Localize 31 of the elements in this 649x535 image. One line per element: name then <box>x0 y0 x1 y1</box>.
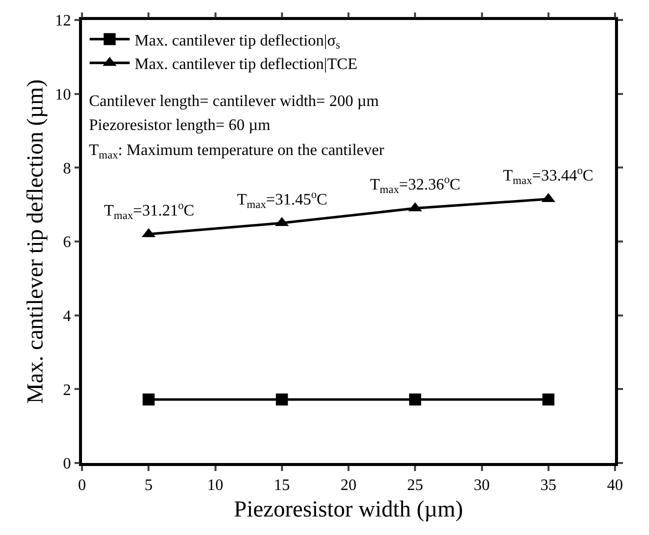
x-tick-label: 20 <box>340 476 356 494</box>
x-tick-label: 35 <box>540 476 556 494</box>
point <box>142 394 155 406</box>
y-tick-label: 0 <box>63 456 72 473</box>
x-tick-label: 25 <box>407 476 424 494</box>
legend-label: Max. cantilever tip deflection|TCE <box>134 56 358 74</box>
annotation: T$_{max}$: Maximum temperature on the cantilever <box>89 142 385 162</box>
x-tick-label: 30 <box>474 476 490 494</box>
y-tick-label: 12 <box>55 12 72 30</box>
point <box>409 394 422 406</box>
y-tick-label: 2 <box>63 382 72 399</box>
annotation: T$_{max}$=33.44$^{o}$C <box>503 165 594 188</box>
legend-label: Max. cantilever tip deflection|σ$_{s}$ <box>134 32 340 52</box>
y-tick-label: 4 <box>63 308 72 325</box>
annotation: T$_{max}$=31.45$^{o}$C <box>237 189 328 212</box>
x-tick-label: 5 <box>144 476 153 494</box>
y-tick-label: 10 <box>55 86 72 104</box>
annotation: T$_{max}$=31.21$^{o}$C <box>104 200 194 222</box>
x-tick-label: 15 <box>274 476 290 494</box>
annotation: Cantilever length= cantilever width= 200 µm <box>89 93 380 110</box>
annotation: T$_{max}$=32.36$^{o}$C <box>370 174 460 196</box>
x-tick-label: 10 <box>207 476 224 494</box>
y-tick-label: 6 <box>63 234 72 252</box>
y-tick-label: 8 <box>63 160 72 178</box>
annotation: Piezoresistor length= 60 µm <box>89 117 271 134</box>
point <box>276 394 288 406</box>
y-axis-title: Max. cantilever tip deflection (µm) <box>22 79 48 404</box>
x-tick-label: 40 <box>607 476 623 494</box>
x-tick-label: 0 <box>78 476 86 494</box>
x-axis-title: Piezoresistor width (µm) <box>234 496 464 522</box>
point <box>542 394 554 406</box>
